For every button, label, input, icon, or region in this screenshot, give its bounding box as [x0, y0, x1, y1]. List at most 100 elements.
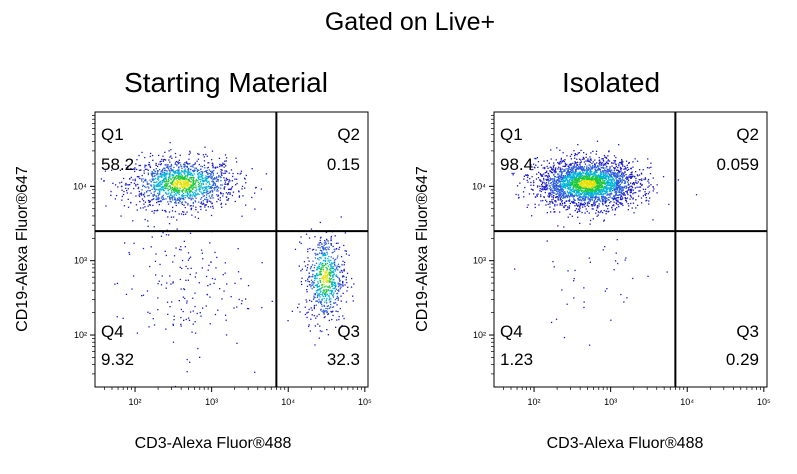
event-dot — [142, 294, 145, 296]
event-dot — [307, 311, 309, 313]
event-dot — [153, 191, 155, 193]
event-dot — [626, 192, 628, 194]
event-dot — [612, 173, 614, 175]
event-dot — [620, 198, 622, 200]
event-dot — [528, 193, 531, 195]
event-dot — [311, 309, 313, 311]
event-dot — [342, 282, 344, 284]
event-dot — [599, 192, 602, 194]
event-dot — [319, 281, 322, 283]
event-dot — [177, 192, 179, 195]
event-dot — [201, 177, 203, 179]
quadrant-name: Q4 — [101, 322, 124, 341]
event-dot — [217, 198, 219, 200]
event-dot — [237, 271, 240, 273]
event-dot — [599, 165, 601, 167]
event-dot — [570, 171, 572, 174]
event-dot — [138, 190, 140, 193]
event-dot — [577, 164, 579, 166]
event-dot — [310, 318, 312, 320]
event-dot — [333, 281, 335, 283]
event-dot — [205, 204, 207, 206]
event-dot — [644, 188, 647, 190]
event-dot — [605, 175, 607, 178]
event-dot — [607, 184, 609, 186]
event-dot — [218, 157, 221, 159]
event-dot — [560, 170, 562, 172]
event-dot — [198, 172, 200, 174]
event-dot — [176, 228, 178, 230]
event-dot — [194, 162, 197, 164]
event-dot — [178, 213, 180, 215]
event-dot — [159, 185, 161, 187]
event-dot — [566, 170, 569, 172]
event-dot — [219, 175, 221, 178]
event-dot — [596, 179, 599, 182]
event-dot — [162, 168, 164, 171]
event-dot — [578, 202, 580, 204]
event-dot — [596, 140, 599, 142]
event-dot — [320, 309, 322, 311]
event-dot — [114, 283, 116, 285]
event-dot — [677, 179, 679, 181]
event-dot — [310, 286, 312, 288]
event-dot — [159, 188, 161, 190]
event-dot — [631, 188, 633, 190]
event-dot — [614, 173, 616, 175]
event-dot — [323, 304, 325, 307]
event-dot — [335, 310, 337, 312]
event-dot — [546, 160, 548, 162]
event-dot — [211, 164, 214, 167]
event-dot — [190, 207, 192, 210]
event-dot — [177, 161, 179, 163]
event-dot — [342, 281, 344, 283]
event-dot — [579, 198, 581, 200]
event-dot — [607, 159, 609, 161]
event-dot — [334, 264, 336, 266]
event-dot — [555, 201, 557, 203]
event-dot — [534, 206, 536, 209]
event-dot — [342, 292, 344, 294]
event-dot — [228, 181, 230, 183]
event-dot — [609, 187, 611, 189]
event-dot — [227, 183, 229, 186]
event-dot — [187, 195, 189, 197]
event-dot — [607, 181, 609, 183]
event-dot — [614, 174, 616, 177]
event-dot — [566, 155, 568, 157]
event-dot — [604, 183, 606, 185]
event-dot — [550, 178, 553, 180]
event-dot — [594, 183, 596, 185]
event-dot — [303, 261, 306, 263]
event-dot — [185, 191, 187, 193]
event-dot — [335, 288, 337, 290]
event-dot — [629, 194, 631, 197]
event-dot — [326, 305, 328, 308]
event-dot — [171, 192, 173, 194]
event-dot — [157, 201, 159, 203]
event-dot — [334, 235, 336, 237]
event-dot — [591, 197, 594, 199]
event-dot — [185, 188, 187, 191]
event-dot — [178, 248, 181, 251]
event-dot — [319, 267, 321, 269]
event-dot — [617, 182, 619, 184]
event-dot — [127, 184, 130, 186]
event-dot — [337, 282, 339, 284]
event-dot — [589, 173, 592, 175]
event-dot — [603, 200, 606, 202]
event-dot — [599, 187, 601, 189]
event-dot — [625, 200, 627, 202]
event-dot — [597, 211, 599, 213]
event-dot — [174, 187, 176, 190]
event-dot — [325, 289, 327, 292]
event-dot — [589, 198, 591, 200]
quadrant-name: Q1 — [101, 125, 124, 144]
event-dot — [182, 178, 184, 180]
event-dot — [339, 282, 341, 285]
event-dot — [205, 275, 208, 278]
event-dot — [328, 259, 330, 261]
event-dot — [325, 266, 327, 269]
event-dot — [555, 171, 557, 173]
event-dot — [647, 193, 649, 195]
